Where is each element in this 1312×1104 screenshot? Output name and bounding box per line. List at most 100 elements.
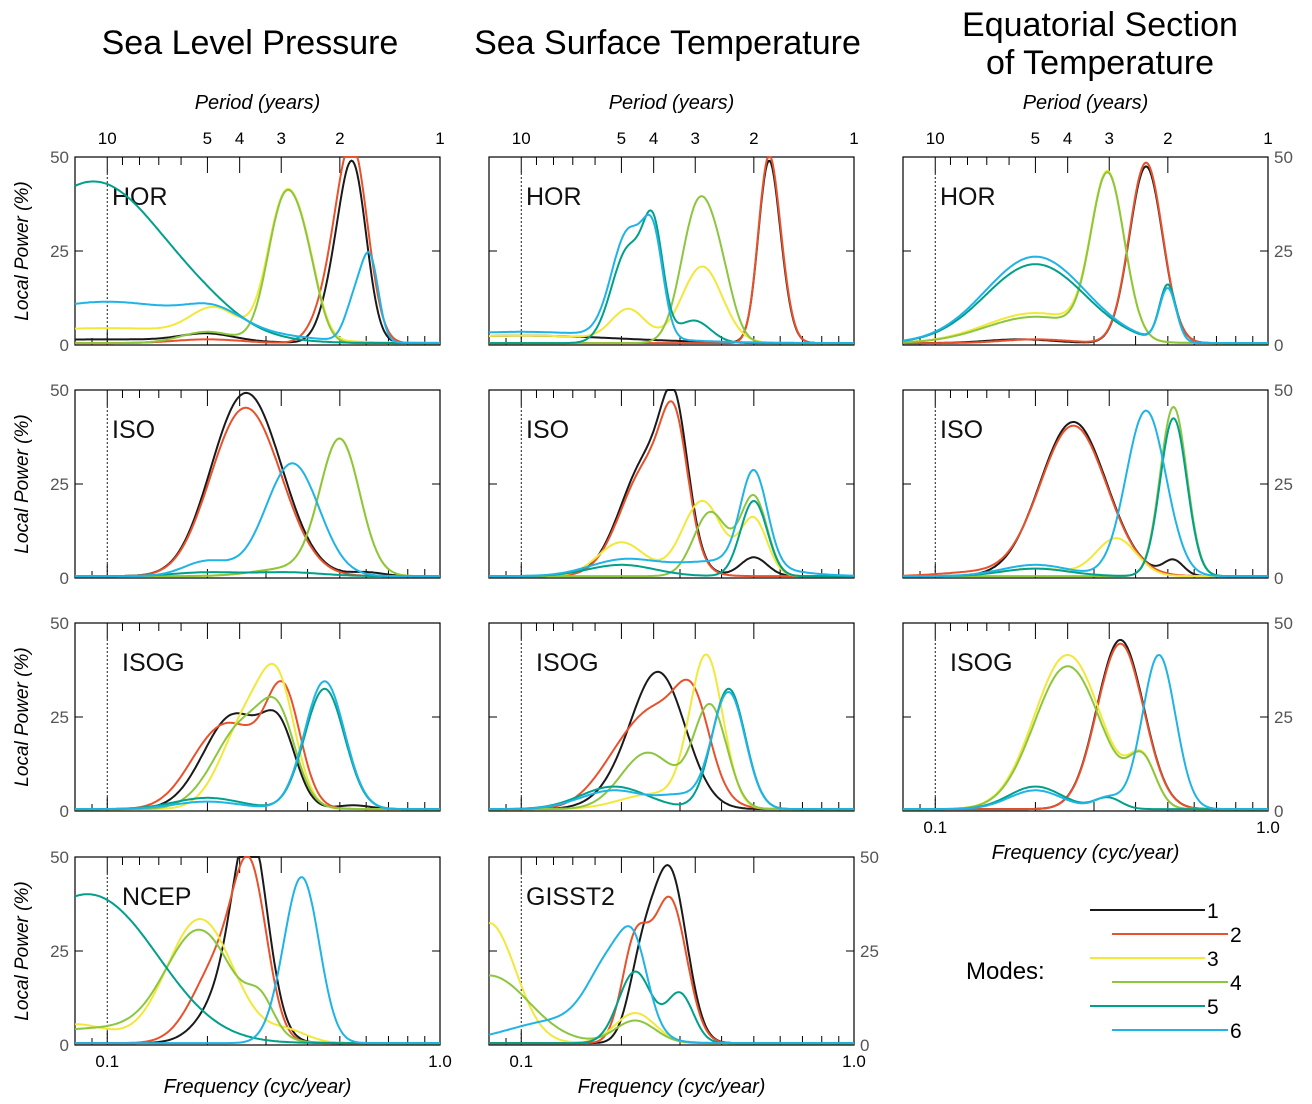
panel-eq-isog-series-mode-5	[903, 785, 1268, 811]
period-tick-label: 2	[749, 129, 758, 148]
panel-slp-iso-series-mode-3	[75, 437, 440, 578]
legend-label-mode-5: 5	[1207, 996, 1219, 1019]
panel-eq-isog-label: ISOG	[950, 649, 1013, 677]
panel-slp-ncep-ylabel-tick: 0	[60, 1036, 69, 1055]
panel-slp-isog-ylabel-tick: 0	[60, 802, 69, 821]
column-title-equatorial-line1: Equatorial Section	[962, 6, 1238, 44]
period-tick-label: 2	[335, 129, 344, 148]
panel-sst-gisst2-series-mode-6	[488, 925, 854, 1045]
panel-slp-isog-series-mode-2	[75, 680, 440, 811]
panel-slp-hor-label: HOR	[112, 183, 168, 211]
panel-eq-iso-label: ISO	[940, 416, 983, 444]
panel-slp-isog-label: ISOG	[122, 649, 185, 677]
period-tick-label: 5	[1031, 129, 1040, 148]
period-tick-label: 10	[512, 129, 531, 148]
period-tick-label: 1	[849, 129, 858, 148]
period-tick-label: 5	[203, 129, 212, 148]
panel-eq-iso-series-mode-6	[903, 409, 1268, 578]
period-tick-label: 3	[1105, 129, 1114, 148]
panel-eq-isog-ylabel-tick: 0	[1274, 802, 1283, 821]
panel-eq-iso-ylabel-tick: 50	[1274, 381, 1293, 400]
period-tick-label: 4	[235, 129, 244, 148]
panel-slp-hor-series-mode-1	[74, 159, 440, 345]
panel-slp-hor-ylabel-tick: 0	[60, 336, 69, 355]
column-title-equatorial: Equatorial Section of Temperature	[890, 6, 1310, 82]
y-axis-title: Local Power (%)	[12, 881, 33, 1020]
column-title-slp: Sea Level Pressure	[101, 24, 399, 62]
panel-sst-gisst2-series-mode-3	[488, 921, 854, 1045]
y-axis-title: Local Power (%)	[12, 414, 33, 553]
period-axis-title: Period (years)	[1023, 92, 1149, 114]
panel-eq-hor-ylabel-tick: 0	[1274, 336, 1283, 355]
panel-sst-isog-series-mode-6	[489, 690, 854, 811]
panel-sst-hor-series-mode-5	[489, 209, 854, 345]
legend-label-mode-1: 1	[1207, 900, 1219, 923]
panel-slp-hor-series-mode-3	[75, 187, 440, 344]
panel-eq-isog-series-mode-6	[903, 653, 1268, 811]
panel-eq-hor-ylabel-tick: 50	[1274, 148, 1293, 167]
sst-xtick-label: 1.0	[842, 1052, 866, 1071]
panel-sst-isog-label: ISOG	[536, 649, 599, 677]
eq-xtick-label: 1.0	[1256, 818, 1280, 837]
panel-slp-iso-ylabel-tick: 25	[50, 475, 69, 494]
panel-slp-iso-series-mode-4	[75, 437, 440, 578]
period-tick-label: 1	[435, 129, 444, 148]
period-tick-label: 10	[98, 129, 117, 148]
panel-slp-isog-series-mode-5	[75, 687, 440, 811]
period-tick-label: 2	[1163, 129, 1172, 148]
slp-xtick-label: 0.1	[95, 1052, 119, 1071]
panel-eq-iso-series-mode-1	[903, 421, 1268, 578]
period-tick-label: 10	[926, 129, 945, 148]
panel-sst-gisst2-ylabel-tick: 25	[860, 942, 879, 961]
panel-slp-iso-ylabel-tick: 0	[60, 569, 69, 588]
panel-eq-isog-series-mode-3	[903, 654, 1268, 811]
panel-eq-iso-ylabel-tick: 0	[1274, 569, 1283, 588]
panel-slp-hor-ylabel-tick: 25	[50, 242, 69, 261]
panel-slp-iso-ylabel-tick: 50	[50, 381, 69, 400]
panel-sst-hor-label: HOR	[526, 183, 582, 211]
panel-eq-iso-ylabel-tick: 25	[1274, 475, 1293, 494]
panel-sst-iso-series-mode-5	[489, 499, 854, 578]
panel-sst-hor-series-mode-6	[489, 213, 854, 345]
panel-slp-ncep-series-mode-5	[74, 893, 440, 1045]
panel-slp-iso-series-mode-6	[75, 462, 440, 578]
period-axis-title: Period (years)	[195, 92, 321, 114]
period-tick-label: 1	[1263, 129, 1272, 148]
panel-slp-hor-series-mode-6	[74, 250, 440, 344]
panel-slp-ncep-series-mode-6	[75, 876, 440, 1045]
panel-slp-isog-series-mode-6	[75, 680, 440, 811]
legend-title: Modes:	[966, 958, 1045, 985]
panel-sst-isog-series-mode-2	[489, 678, 854, 811]
panel-slp-ncep-ylabel-tick: 25	[50, 942, 69, 961]
y-axis-title: Local Power (%)	[12, 181, 33, 320]
period-tick-label: 5	[617, 129, 626, 148]
panel-sst-gisst2-ylabel-tick: 50	[860, 848, 879, 867]
panel-eq-hor-label: HOR	[940, 183, 996, 211]
sst-xtick-label: 0.1	[509, 1052, 533, 1071]
panel-slp-isog-series-mode-1	[75, 709, 440, 811]
panel-sst-gisst2-series-mode-5	[489, 970, 854, 1045]
panel-slp-iso-label: ISO	[112, 416, 155, 444]
panel-sst-iso-series-mode-3	[489, 499, 854, 578]
panel-eq-isog-ylabel-tick: 25	[1274, 708, 1293, 727]
panel-eq-hor-series-mode-6	[902, 255, 1268, 345]
panel-sst-iso-series-mode-6	[489, 468, 855, 578]
panel-slp-ncep-series-mode-3	[75, 917, 440, 1045]
panel-slp-ncep-label: NCEP	[122, 883, 191, 911]
panel-sst-iso-label: ISO	[526, 416, 569, 444]
column-title-equatorial-line2: of Temperature	[985, 44, 1215, 82]
period-tick-label: 3	[691, 129, 700, 148]
legend-label-mode-2: 2	[1230, 924, 1242, 947]
y-axis-title: Local Power (%)	[12, 647, 33, 786]
period-tick-label: 4	[1063, 129, 1072, 148]
panel-slp-hor-ylabel-tick: 50	[50, 148, 69, 167]
panel-slp-ncep-series-mode-4	[74, 928, 440, 1045]
period-tick-label: 4	[649, 129, 658, 148]
slp-xtick-label: 1.0	[428, 1052, 452, 1071]
eq-xtick-label: 0.1	[923, 818, 947, 837]
panel-slp-ncep-ylabel-tick: 50	[50, 848, 69, 867]
panel-sst-isog-series-mode-5	[489, 687, 854, 811]
sst-x-axis-title: Frequency (cyc/year)	[578, 1076, 766, 1098]
panel-sst-gisst2-ylabel-tick: 0	[860, 1036, 869, 1055]
